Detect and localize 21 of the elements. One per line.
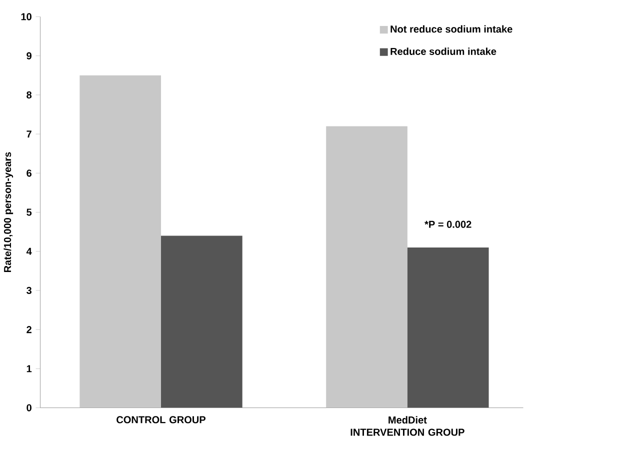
y-tick-label: 5: [26, 208, 32, 216]
y-tick-label: 7: [26, 130, 32, 138]
legend-label: Not reduce sodium intake: [390, 26, 512, 33]
bar: [326, 126, 408, 408]
y-axis-title: Rate/10,000 person-years: [4, 152, 14, 272]
y-tick-label: 9: [26, 52, 32, 60]
legend-label: Reduce sodium intake: [390, 48, 496, 56]
y-tick-label: 8: [26, 92, 32, 99]
x-tick-label: MedDiet INTERVENTION GROUP: [350, 416, 464, 436]
bar: [161, 236, 242, 408]
y-tick-label: 10: [21, 13, 32, 20]
x-tick-label: CONTROL GROUP: [116, 416, 206, 424]
bar: [407, 248, 489, 408]
y-tick-label: 2: [26, 326, 32, 334]
y-tick-label: 0: [26, 404, 32, 412]
y-tick-label: 3: [26, 287, 32, 294]
y-tick-label: 1: [26, 365, 32, 372]
y-tick-label: 4: [26, 248, 32, 256]
bar: [80, 76, 162, 408]
annotation: *P = 0.002: [424, 221, 472, 228]
y-tick-label: 6: [26, 170, 32, 177]
